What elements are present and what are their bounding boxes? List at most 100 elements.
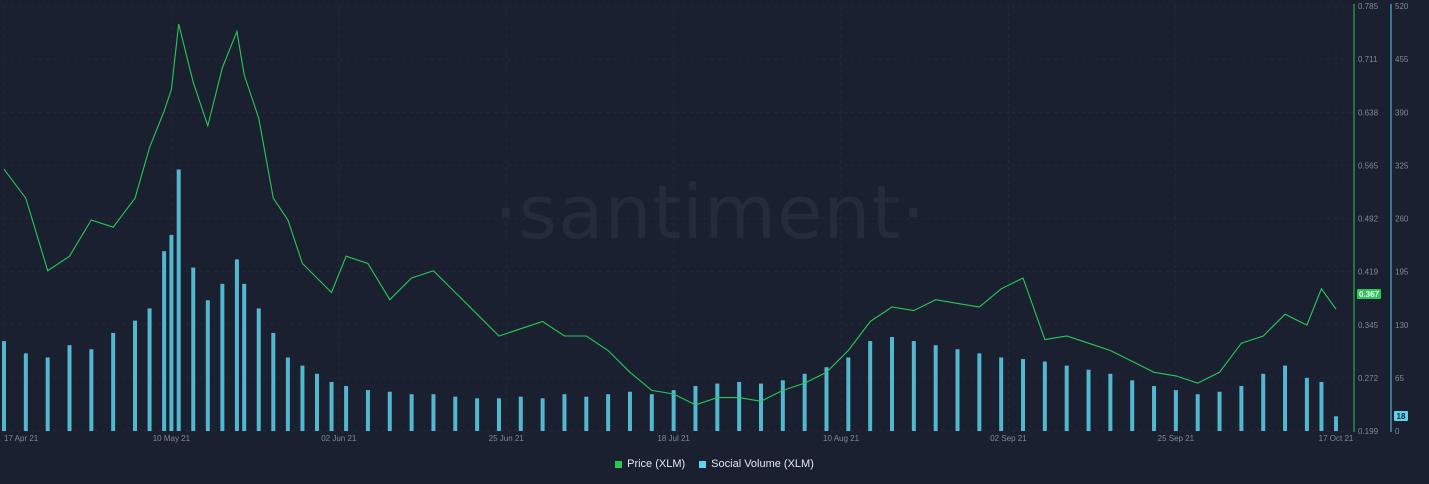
social-tick-label: 0 bbox=[1395, 427, 1400, 436]
x-axis-ticks: 17 Apr 21 10 May 21 02 Jun 21 25 Jun 21 18 J… bbox=[4, 434, 1354, 443]
price-tick-label: 0.785 bbox=[1358, 2, 1379, 11]
grid bbox=[3, 5, 1354, 432]
social-volume-bar bbox=[1283, 365, 1288, 431]
x-tick-label: 25 Sep 21 bbox=[1158, 434, 1195, 443]
social-volume-bar bbox=[890, 337, 894, 431]
legend-label-social: Social Volume (XLM) bbox=[711, 458, 814, 470]
social-volume-bar bbox=[933, 345, 938, 431]
social-volume-bar bbox=[1173, 390, 1178, 431]
legend-swatch-price bbox=[615, 460, 623, 468]
social-volume-bar bbox=[1086, 369, 1091, 431]
legend: Price (XLM) Social Volume (XLM) bbox=[0, 458, 1429, 470]
social-volume-bar bbox=[1130, 380, 1135, 431]
x-tick-label: 25 Jun 21 bbox=[489, 434, 525, 443]
social-volume-bar bbox=[627, 391, 632, 431]
x-tick-label: 17 Oct 21 bbox=[1319, 434, 1354, 443]
price-badge: 0.367 bbox=[1357, 289, 1381, 299]
social-volume-bar bbox=[314, 373, 319, 431]
social-volume-bars bbox=[2, 169, 1338, 431]
social-tick-label: 455 bbox=[1395, 55, 1409, 64]
price-axis-ticks: 0.785 0.711 0.638 0.565 0.492 0.419 0.345 0.272… bbox=[1358, 2, 1379, 436]
x-tick-label: 18 Jul 21 bbox=[657, 434, 690, 443]
social-volume-bar bbox=[169, 234, 174, 431]
social-volume-bar bbox=[329, 381, 334, 431]
social-volume-bar bbox=[802, 373, 807, 431]
social-volume-bar bbox=[23, 353, 28, 431]
legend-item-social[interactable]: Social Volume (XLM) bbox=[699, 458, 814, 470]
social-badge-value: 18 bbox=[1397, 412, 1406, 421]
social-tick-label: 390 bbox=[1395, 108, 1409, 117]
social-volume-bar bbox=[584, 396, 589, 431]
social-tick-label: 65 bbox=[1395, 374, 1404, 383]
social-volume-bar bbox=[1239, 386, 1244, 431]
social-volume-bar bbox=[256, 308, 261, 431]
social-volume-bar bbox=[242, 283, 247, 431]
price-tick-label: 0.638 bbox=[1358, 108, 1379, 117]
price-tick-label: 0.565 bbox=[1358, 161, 1379, 170]
social-volume-bar bbox=[234, 259, 239, 431]
social-volume-bar bbox=[453, 396, 458, 431]
social-volume-bar bbox=[45, 357, 50, 431]
x-tick-label: 17 Apr 21 bbox=[4, 434, 39, 443]
social-volume-bar bbox=[846, 357, 851, 431]
social-volume-bar bbox=[1042, 361, 1047, 431]
social-volume-bar bbox=[999, 357, 1004, 431]
social-volume-bar bbox=[1319, 381, 1324, 431]
x-tick-label: 10 Aug 21 bbox=[823, 434, 860, 443]
price-badge-value: 0.367 bbox=[1359, 290, 1380, 299]
price-line bbox=[3, 23, 1337, 406]
social-volume-bar bbox=[431, 394, 436, 431]
social-volume-bar bbox=[162, 251, 167, 431]
legend-item-price[interactable]: Price (XLM) bbox=[615, 458, 685, 470]
social-tick-label: 520 bbox=[1395, 2, 1409, 11]
social-tick-label: 195 bbox=[1395, 268, 1409, 277]
price-tick-label: 0.419 bbox=[1358, 268, 1379, 277]
social-volume-bar bbox=[1108, 373, 1113, 431]
social-volume-bar bbox=[147, 308, 152, 431]
social-volume-bar bbox=[868, 341, 873, 431]
social-volume-bar bbox=[1195, 394, 1200, 431]
social-volume-bar bbox=[1064, 365, 1069, 431]
social-volume-bar bbox=[518, 396, 523, 431]
price-tick-label: 0.272 bbox=[1358, 374, 1379, 383]
x-tick-label: 02 Jun 21 bbox=[321, 434, 357, 443]
social-volume-bar bbox=[955, 349, 960, 431]
social-volume-bar bbox=[540, 398, 545, 431]
social-volume-bar bbox=[1217, 391, 1222, 431]
social-volume-bar bbox=[671, 390, 676, 431]
social-tick-label: 130 bbox=[1395, 321, 1409, 330]
social-volume-bar bbox=[191, 267, 196, 431]
social-volume-bar bbox=[911, 341, 916, 431]
price-tick-label: 0.492 bbox=[1358, 215, 1379, 224]
social-volume-bar bbox=[758, 383, 763, 431]
social-volume-bar bbox=[89, 349, 94, 431]
social-volume-bar bbox=[344, 386, 349, 431]
social-volume-bar bbox=[67, 345, 72, 431]
legend-swatch-social bbox=[699, 460, 707, 468]
social-volume-bar bbox=[1334, 416, 1338, 431]
social-volume-bar bbox=[220, 283, 225, 431]
x-tick-label: 10 May 21 bbox=[153, 434, 191, 443]
price-tick-label: 0.345 bbox=[1358, 321, 1379, 330]
social-axis-ticks: 520 455 390 325 260 195 130 65 0 bbox=[1395, 2, 1409, 436]
x-tick-label: 02 Sep 21 bbox=[990, 434, 1027, 443]
legend-label-price: Price (XLM) bbox=[627, 458, 686, 470]
social-tick-label: 260 bbox=[1395, 215, 1409, 224]
social-volume-bar bbox=[409, 394, 414, 431]
social-volume-bar bbox=[271, 332, 276, 431]
social-volume-bar bbox=[387, 391, 392, 431]
social-volume-bar bbox=[111, 332, 116, 431]
social-volume-bar bbox=[562, 394, 567, 431]
social-volume-bar bbox=[133, 320, 138, 431]
social-volume-bar bbox=[496, 398, 501, 431]
social-volume-bar bbox=[1021, 359, 1026, 431]
social-volume-bar bbox=[780, 380, 785, 431]
social-volume-bar bbox=[1304, 377, 1309, 431]
social-volume-bar bbox=[285, 357, 290, 431]
social-volume-bar bbox=[649, 394, 654, 431]
social-volume-bar bbox=[205, 300, 210, 431]
social-volume-bar bbox=[2, 341, 6, 431]
watermark: ·santiment· bbox=[494, 170, 926, 256]
social-volume-bar bbox=[606, 394, 611, 431]
